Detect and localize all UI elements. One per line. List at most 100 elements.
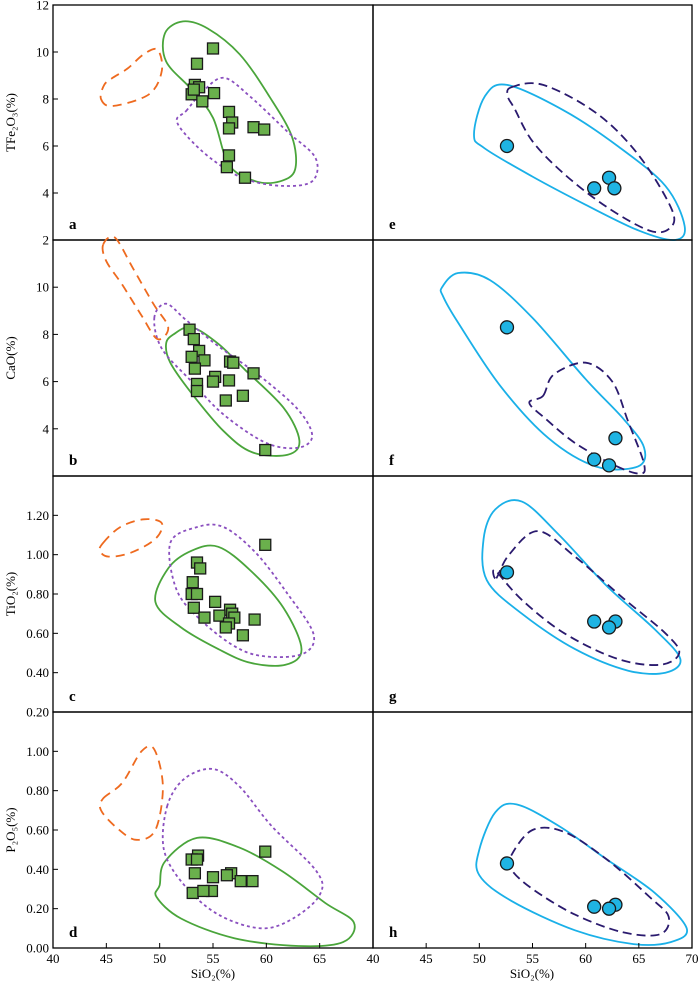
x-tick-label-left-5: 65 (313, 951, 326, 966)
data-point-b-12 (236, 389, 250, 402)
data-point-c-16 (236, 629, 250, 642)
data-point-d-12 (197, 884, 210, 898)
y-tick-label-a-2: 6 (43, 139, 50, 154)
data-point-b-13 (219, 394, 232, 407)
data-point-a-8 (222, 105, 236, 119)
data-point-c-12 (213, 609, 226, 622)
data-point-c-15 (219, 621, 232, 634)
data-point-c-11 (198, 611, 211, 624)
data-point-d-0 (259, 845, 272, 858)
x-tick-label-right-4: 60 (579, 951, 592, 966)
y-tick-label-d-0: 0.00 (26, 941, 49, 956)
x-tick-label-left-2: 50 (153, 951, 166, 966)
data-point-b-16 (259, 443, 272, 457)
panel-a: 2 4 6 8 10 12 TFe₂O₃(%) a (3, 0, 374, 248)
x-tick-label-left-3: 55 (207, 951, 220, 966)
data-point-b-15 (190, 384, 204, 398)
field-region-purple-dotted-a (175, 76, 319, 187)
data-point-h-0 (499, 856, 515, 871)
data-point-d-11 (186, 886, 199, 900)
y-tick-label-c-1: 0.40 (26, 665, 49, 680)
panel-letter-a: a (69, 217, 77, 233)
panel-letter-h: h (389, 925, 398, 941)
data-point-c-5 (190, 587, 204, 601)
panel-letter-f: f (389, 453, 395, 469)
field-region-green-solid-d (154, 836, 356, 948)
y-tick-label-b-0: 4 (43, 421, 50, 436)
x-tick-label-left-4: 60 (260, 951, 273, 966)
data-point-a-5 (187, 83, 200, 96)
y-tick-label-c-0: 0.20 (26, 705, 49, 720)
field-region-cyan-solid-f (439, 271, 647, 471)
panel-b: 4 6 8 10 CaO(%) b (3, 235, 374, 477)
panel-d: 0.00 0.20 0.40 0.60 0.80 1.00 P₂O₅(%) d (3, 711, 374, 956)
data-point-c-13 (248, 613, 261, 626)
y-axis-title-a: TFe₂O₃(%) (3, 93, 18, 152)
data-point-f-3 (601, 458, 617, 473)
y-tick-label-a-1: 4 (43, 186, 50, 201)
field-region-orange-dash-a (99, 47, 164, 107)
data-point-f-1 (608, 431, 623, 446)
data-point-a-15 (238, 171, 252, 184)
y-tick-label-c-4: 1.00 (26, 547, 49, 562)
data-point-b-10 (206, 375, 220, 388)
data-point-b-4 (198, 354, 211, 367)
data-point-e-0 (499, 138, 515, 154)
y-tick-label-d-1: 0.20 (26, 901, 49, 916)
data-point-a-14 (220, 160, 234, 174)
x-tick-label-right-6: 70 (686, 951, 699, 966)
data-point-h-1 (587, 899, 602, 914)
data-point-a-1 (190, 57, 204, 70)
data-point-g-3 (601, 620, 617, 635)
data-point-a-10 (222, 122, 236, 135)
x-tick-label-right-0: 40 (367, 951, 380, 966)
y-axis-title-d: P₂O₅(%) (3, 807, 18, 852)
panel-letter-c: c (69, 689, 76, 705)
y-tick-label-a-3: 8 (43, 92, 50, 107)
data-point-d-7 (206, 871, 220, 884)
field-region-navy-dash-h (507, 826, 670, 937)
data-point-a-11 (247, 121, 260, 134)
y-tick-label-d-5: 1.00 (26, 744, 49, 759)
field-region-navy-dash-f (528, 361, 646, 475)
x-axis-title-right: SiO₂(%) (510, 966, 554, 981)
panel-letter-b: b (69, 453, 77, 469)
field-region-navy-dash-g (492, 530, 681, 666)
data-point-g-0 (499, 565, 515, 580)
data-point-d-9 (234, 874, 247, 888)
data-point-f-0 (499, 320, 515, 335)
data-point-h-3 (601, 901, 617, 916)
x-tick-label-right-5: 65 (632, 951, 645, 966)
data-point-a-12 (258, 123, 271, 136)
y-tick-label-c-5: 1.20 (26, 508, 49, 523)
data-point-e-1 (587, 181, 602, 196)
plot-layer: 2 4 6 8 10 12 TFe₂O₃(%) a e 4 6 8 10 CaO(%) b f 0.20 0.40… (3, 0, 699, 966)
y-tick-label-d-3: 0.60 (26, 823, 49, 838)
y-tick-label-d-4: 0.80 (26, 783, 49, 798)
panel-letter-e: e (389, 217, 396, 233)
data-point-f-2 (587, 452, 602, 467)
panel-letter-d: d (69, 925, 78, 941)
field-region-navy-dash-e (506, 82, 676, 234)
y-tick-label-a-4: 10 (36, 45, 49, 60)
y-tick-label-c-3: 0.80 (26, 587, 49, 602)
data-point-b-11 (247, 367, 260, 380)
x-tick-label-right-3: 55 (526, 951, 539, 966)
data-point-d-8 (246, 874, 259, 888)
y-tick-label-b-3: 10 (36, 280, 49, 295)
y-tick-label-c-2: 0.60 (26, 626, 49, 641)
data-point-e-3 (607, 181, 622, 196)
data-point-c-6 (208, 595, 222, 609)
data-point-c-3 (186, 576, 199, 589)
data-point-b-1 (187, 332, 200, 346)
panel-letter-g: g (389, 689, 397, 705)
x-tick-label-right-1: 45 (420, 951, 433, 966)
field-region-orange-dash-c (98, 518, 164, 558)
data-point-c-0 (259, 538, 272, 551)
x-tick-label-left-0: 40 (47, 951, 60, 966)
data-point-b-3 (185, 350, 198, 363)
y-tick-label-a-5: 12 (36, 0, 49, 13)
field-region-purple-dotted-c (168, 523, 316, 659)
